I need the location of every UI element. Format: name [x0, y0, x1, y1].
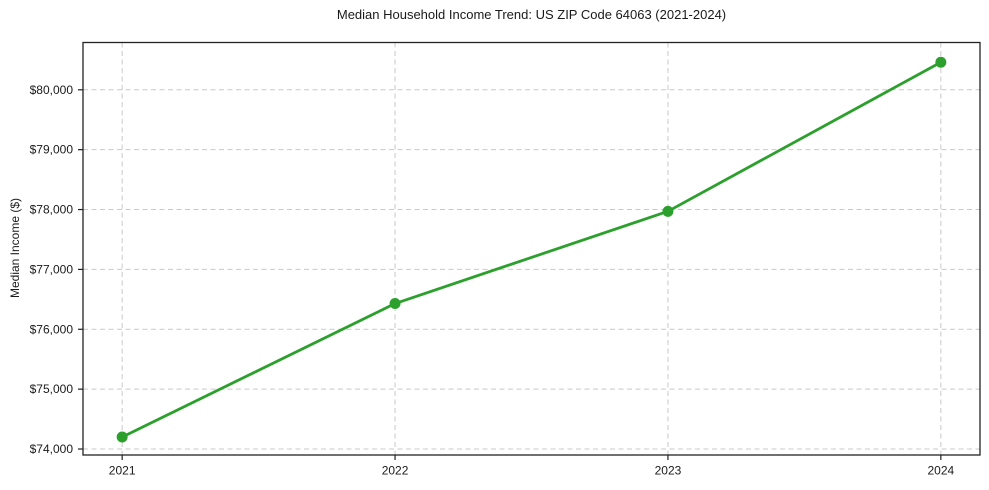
y-tick-label: $79,000 — [30, 143, 74, 157]
data-point-marker — [662, 205, 674, 217]
y-tick-label: $78,000 — [30, 203, 74, 217]
chart-title: Median Household Income Trend: US ZIP Co… — [336, 7, 727, 22]
data-point-marker — [116, 431, 128, 443]
y-tick-label: $75,000 — [30, 382, 74, 396]
y-tick-label: $80,000 — [30, 83, 74, 97]
data-point-marker — [389, 298, 401, 310]
x-tick-label: 2024 — [927, 464, 954, 478]
x-tick-label: 2021 — [109, 464, 136, 478]
data-point-marker — [935, 56, 947, 68]
y-tick-label: $74,000 — [30, 442, 74, 456]
y-tick-label: $76,000 — [30, 322, 74, 336]
x-tick-label: 2022 — [382, 464, 409, 478]
trend-line — [120, 60, 943, 439]
x-tick-label: 2023 — [655, 464, 682, 478]
y-tick-label: $77,000 — [30, 262, 74, 276]
plot-border — [82, 41, 981, 456]
